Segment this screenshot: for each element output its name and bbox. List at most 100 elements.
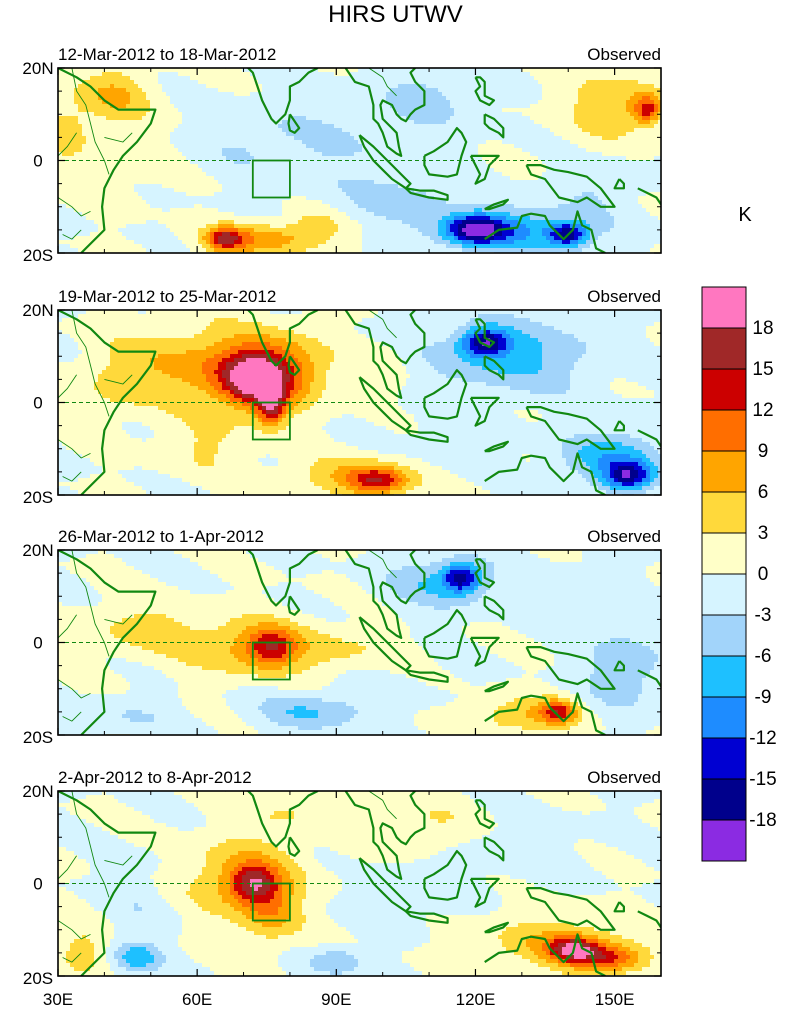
lon-label: 60E [182,990,212,1009]
colorbar-swatch [701,696,747,739]
colorbar-level-label: 15 [752,359,773,380]
coastline [484,680,509,693]
lat-label: 0 [33,152,42,171]
coastline [405,910,449,924]
lat-label: 0 [33,394,42,413]
panel-label: Observed [587,287,661,306]
colorbar-level-label: 18 [752,318,773,339]
coastline [484,933,606,976]
country-border [104,614,133,625]
coastline [483,355,505,381]
coastline [483,113,505,139]
country-border [104,132,133,143]
colorbar-level-label: -12 [749,728,776,749]
coastline [613,420,626,432]
coastline [358,857,412,913]
coastline [474,558,496,589]
coastline [423,608,468,660]
colorbar-swatch [701,450,747,493]
coastline [344,310,426,399]
panel-label: Observed [587,768,661,787]
map-panel-4: 2-Apr-2012 to 8-Apr-2012 Observed 20N 0 20S [22,768,662,988]
coastlines [58,791,661,976]
lon-label: 90E [321,990,351,1009]
lon-label: 150E [595,990,635,1009]
coastline [484,452,606,495]
figure-title: HIRS UTWV [0,0,791,30]
colorbar-level-label: -9 [755,687,772,708]
country-border [58,374,77,399]
panel-date-range: 26-Mar-2012 to 1-Apr-2012 [58,527,264,546]
map-panel-3: 26-Mar-2012 to 1-Apr-2012 Observed 20N 0 20S [22,527,662,747]
coastline [423,127,468,178]
coastline [483,836,505,862]
country-border [62,952,82,963]
country-border [58,439,91,459]
coastline [613,660,626,672]
coastline [287,113,301,134]
coastline [525,886,616,931]
coastline [469,154,500,185]
colorbar-level-label: -3 [755,605,772,626]
coastline [225,791,319,848]
coastline [474,318,496,349]
coastline [484,440,509,453]
coastline [637,187,661,206]
lat-label: 20S [23,246,53,265]
panel-label: Observed [587,527,661,546]
lat-label: 20N [22,301,53,320]
coastline [287,595,301,616]
country-border [58,855,77,880]
country-border [71,68,110,175]
colorbar-level-label: 0 [758,564,769,585]
coastline [484,692,606,735]
coastline [637,669,661,688]
panel-date-range: 19-Mar-2012 to 25-Mar-2012 [58,287,276,306]
coastline [637,429,661,448]
anomaly-field [58,310,661,495]
coastline [405,187,449,201]
coastline [613,178,626,190]
panel-date-range: 12-Mar-2012 to 18-Mar-2012 [58,45,276,64]
colorbar-swatch [701,327,747,370]
region-box [251,641,291,681]
country-border [104,374,133,385]
country-border [62,711,82,722]
country-border [71,791,110,898]
lat-label: 20S [23,488,53,507]
country-border [71,550,110,657]
coastline [287,355,301,376]
coastline [484,210,606,253]
country-border [71,310,110,417]
coastline [58,550,157,735]
map-panel-1: 12-Mar-2012 to 18-Mar-2012 Observed 20N 0 20… [22,45,662,265]
coastline [483,595,505,621]
country-border [368,68,397,97]
colorbar-level-label: -6 [755,646,772,667]
coastline [637,910,661,929]
coastline [405,429,449,443]
colorbar-level-label: -15 [749,769,776,790]
colorbar-level-label: 3 [758,523,769,544]
country-border [58,132,77,157]
country-border [62,471,82,482]
lon-label: 120E [456,990,496,1009]
coastline [484,198,509,211]
colorbar-swatch [701,655,747,698]
lon-label: 30E [43,990,73,1009]
lat-label: 20S [23,969,53,988]
colorbar-swatch [701,819,747,862]
coastline [58,791,157,976]
coastline [358,616,412,672]
coastline [469,636,500,667]
lat-label: 20N [22,59,53,78]
coastline [469,396,500,427]
country-border [58,679,91,699]
anomaly-field [58,68,661,253]
region-box [251,159,291,199]
coastline [613,901,626,913]
coastline [474,76,496,107]
colorbar-swatch [701,737,747,780]
panel-date-range: 2-Apr-2012 to 8-Apr-2012 [58,768,252,787]
region-box [251,401,291,441]
